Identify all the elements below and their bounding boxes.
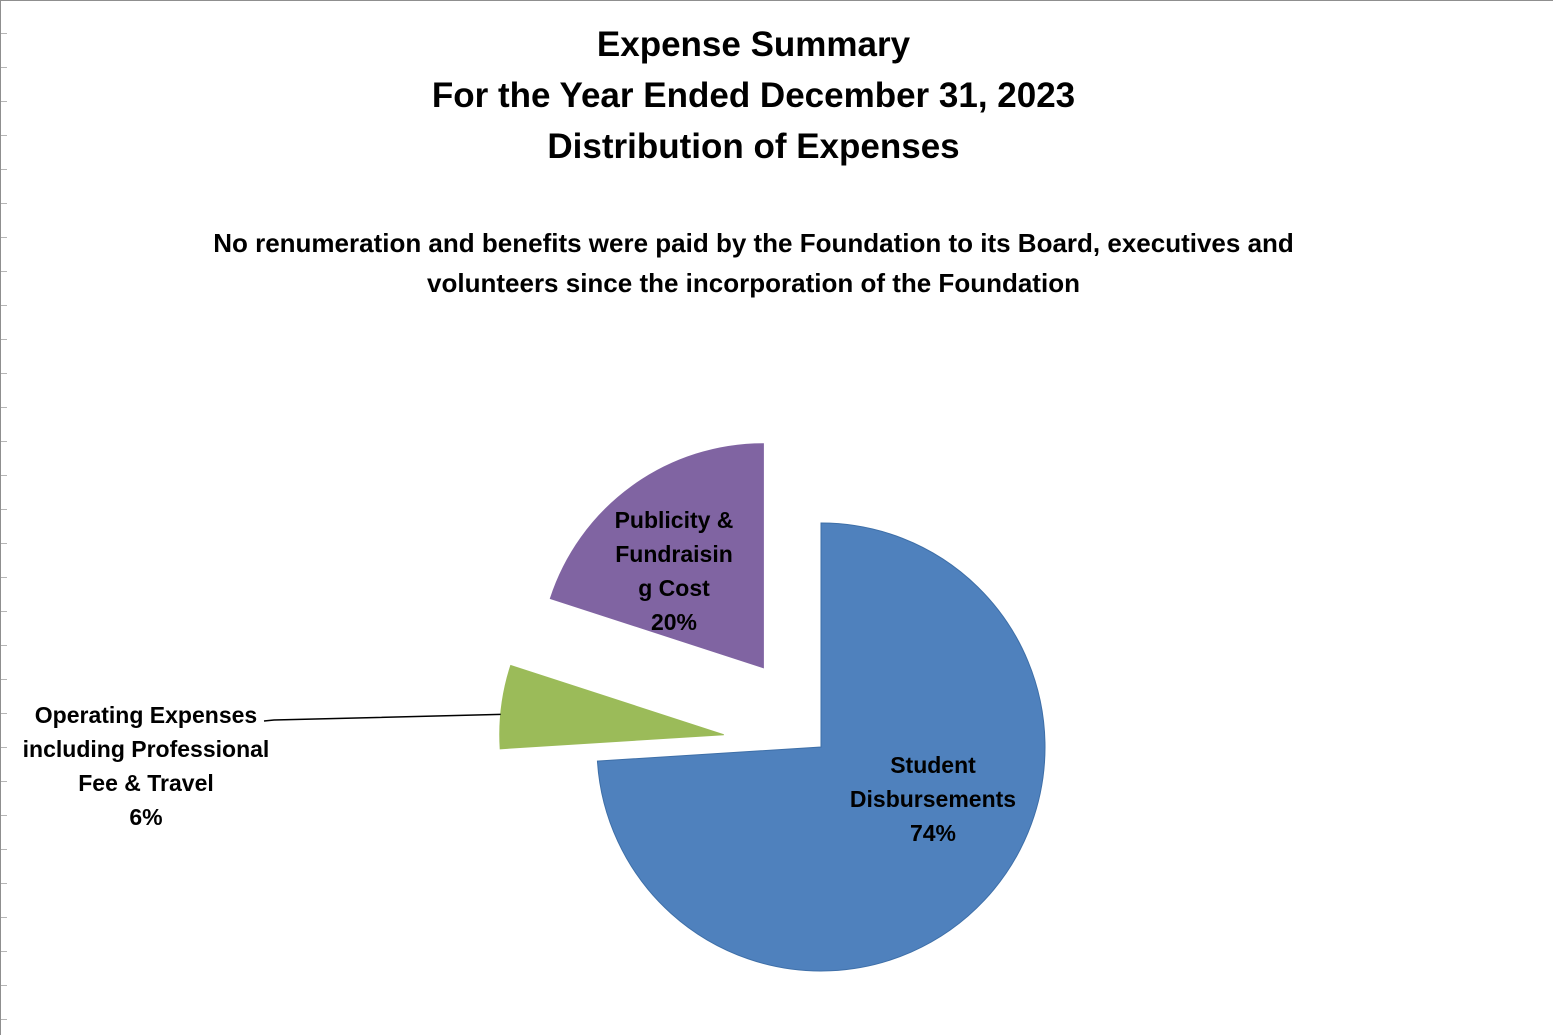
chart-title-line-3: Distribution of Expenses [547, 127, 960, 166]
pie-slice-3 [549, 443, 764, 669]
chart-title-line-1: Expense Summary [596, 25, 911, 64]
data-label-line: g Cost [638, 575, 710, 601]
data-label-line: Operating Expenses [35, 702, 257, 728]
data-label-line: 20% [651, 609, 697, 635]
pie-slice-1 [596, 522, 1046, 972]
leader-line [263, 713, 501, 722]
data-label-line: Disbursements [850, 786, 1016, 812]
data-label-line: Fee & Travel [78, 770, 214, 796]
data-label-line: 6% [129, 804, 162, 830]
data-label-line: Fundraisin [615, 541, 733, 567]
data-label-line: including Professional [23, 736, 270, 762]
sheet-gridline-ticks [1, 1, 7, 1036]
data-label-line: Student [890, 752, 976, 778]
data-label-1: Student Disbursements 74% [850, 752, 1016, 846]
data-label-line: Publicity & [615, 507, 734, 533]
pie-slice-2 [499, 664, 724, 750]
chart-note-line-2: volunteers since the incorporation of th… [427, 268, 1080, 298]
data-label-3: Publicity & Fundraisin g Cost 20% [615, 507, 734, 635]
data-label-2: Operating Expenses including Professional… [23, 702, 270, 830]
data-label-line: 74% [910, 820, 956, 846]
chart-note-line-1: No renumeration and benefits were paid b… [213, 228, 1294, 258]
chart-title-line-2: For the Year Ended December 31, 2023 [431, 76, 1076, 115]
